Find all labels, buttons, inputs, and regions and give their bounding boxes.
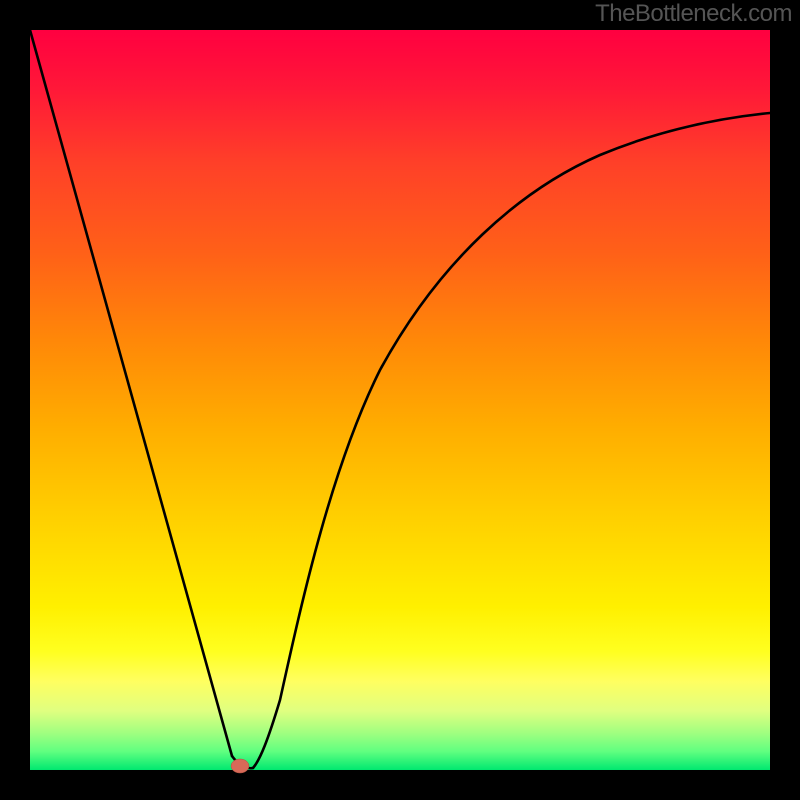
bottleneck-chart: TheBottleneck.com <box>0 0 800 800</box>
chart-svg <box>0 0 800 800</box>
attribution-text: TheBottleneck.com <box>595 0 792 28</box>
plot-area <box>30 30 770 770</box>
minimum-marker <box>231 759 249 773</box>
